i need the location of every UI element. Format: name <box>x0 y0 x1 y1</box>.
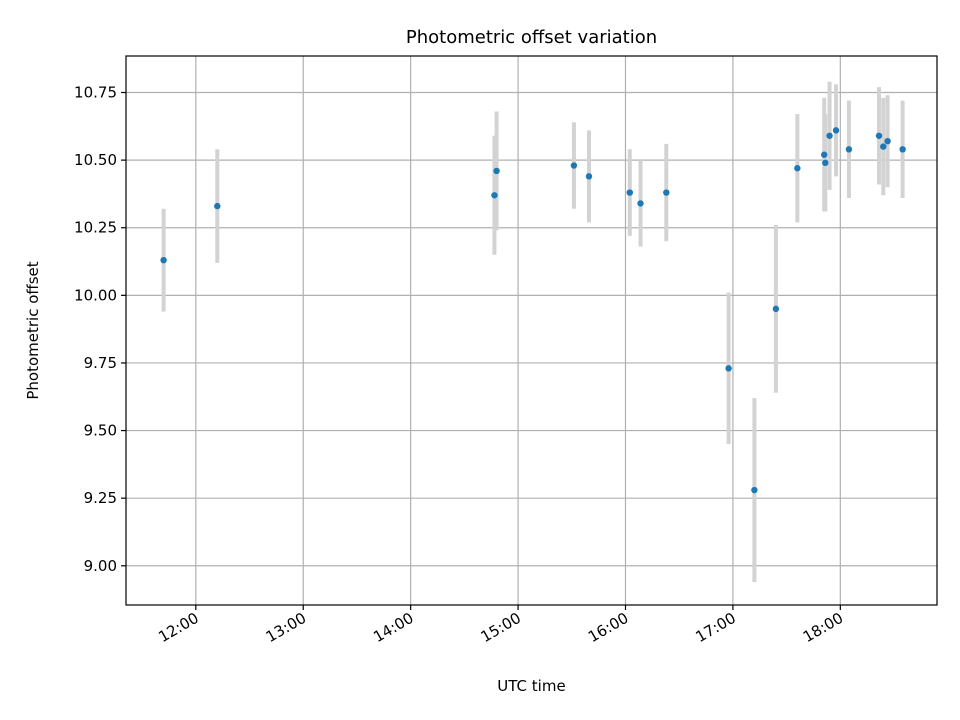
data-point <box>822 159 829 167</box>
data-point <box>875 132 883 139</box>
data-point <box>832 127 840 134</box>
data-point <box>491 192 498 199</box>
data-point <box>160 256 167 264</box>
x-tick-label: 18:00 <box>800 609 846 646</box>
x-axis-label: UTC time <box>497 677 565 695</box>
y-axis-label: Photometric offset <box>24 261 42 399</box>
data-points <box>160 127 906 494</box>
plot-frame <box>125 55 938 606</box>
data-point <box>772 305 780 313</box>
y-tick-label: 9.50 <box>84 422 117 440</box>
data-point <box>826 132 833 139</box>
data-point <box>214 202 221 210</box>
data-point <box>493 167 500 175</box>
data-point <box>585 173 593 180</box>
data-point <box>663 189 670 196</box>
y-tick-label: 9.00 <box>84 557 117 575</box>
x-tick-label: 17:00 <box>692 609 738 646</box>
error-bars <box>161 81 905 583</box>
y-tick-label: 10.50 <box>74 151 117 169</box>
y-tick-label: 10.00 <box>74 286 117 304</box>
data-point <box>751 486 758 494</box>
x-tick-label: 15:00 <box>478 609 524 646</box>
data-point <box>570 162 578 169</box>
data-point <box>725 365 732 372</box>
y-tick-label: 10.75 <box>74 84 117 102</box>
y-tick-label: 10.25 <box>74 219 117 237</box>
data-point <box>794 165 801 172</box>
chart-title: Photometric offset variation <box>406 27 657 48</box>
data-point <box>637 200 644 207</box>
data-point <box>845 146 853 153</box>
data-point <box>821 151 828 158</box>
grid-lines <box>126 56 937 605</box>
x-tick-label: 14:00 <box>370 609 416 646</box>
x-tick-label: 16:00 <box>585 609 631 646</box>
data-point <box>899 146 906 153</box>
data-point <box>884 137 891 145</box>
x-tick-label: 12:00 <box>155 609 201 646</box>
x-tick-label: 13:00 <box>263 609 309 646</box>
x-axis-ticks: 12:00 13:00 14:00 15:00 16:00 17:00 18:00 <box>155 605 846 646</box>
y-tick-label: 9.25 <box>84 489 117 507</box>
y-tick-label: 9.75 <box>84 354 117 372</box>
y-axis-ticks: 9.00 9.25 9.50 9.75 10.00 10.25 10.50 10.75 <box>74 84 126 575</box>
data-point <box>880 143 887 150</box>
data-point <box>626 189 633 196</box>
